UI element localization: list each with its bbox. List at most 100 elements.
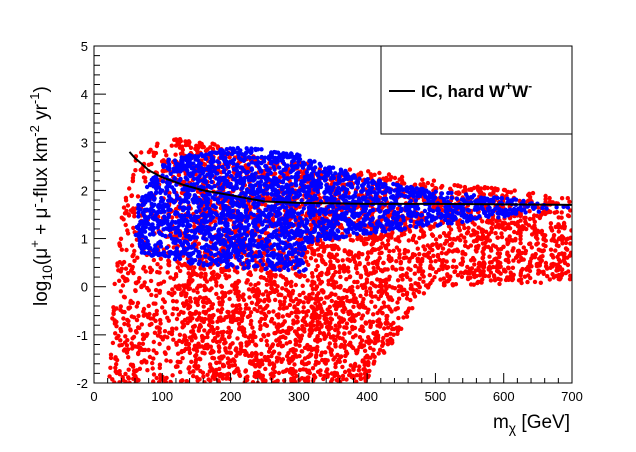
red-point <box>471 282 476 287</box>
red-point <box>272 321 277 326</box>
red-point <box>308 321 313 326</box>
red-point <box>398 259 404 265</box>
red-point <box>493 265 499 270</box>
red-point <box>387 306 393 312</box>
red-point <box>216 295 221 301</box>
red-point <box>158 317 163 323</box>
red-point <box>569 228 572 233</box>
red-point <box>522 274 528 279</box>
red-point <box>432 275 437 280</box>
red-point <box>518 277 524 282</box>
red-point <box>274 313 279 318</box>
red-point <box>134 317 140 323</box>
red-point <box>431 178 437 183</box>
red-point <box>499 234 505 240</box>
red-point <box>401 315 406 320</box>
red-point <box>291 356 296 361</box>
red-point <box>371 312 376 317</box>
red-point <box>408 297 413 303</box>
red-point <box>165 335 170 340</box>
red-point <box>356 368 362 373</box>
red-point <box>512 188 517 193</box>
red-point <box>126 376 131 381</box>
red-point <box>328 335 334 340</box>
red-point <box>551 233 557 238</box>
red-point <box>170 329 175 334</box>
red-point <box>359 237 364 243</box>
red-point <box>205 334 210 340</box>
red-point <box>423 283 429 288</box>
red-point <box>271 309 276 314</box>
red-point <box>244 302 249 307</box>
red-point <box>506 253 512 259</box>
red-point <box>225 309 230 315</box>
red-point <box>297 292 302 298</box>
red-point <box>416 283 421 288</box>
red-point <box>198 368 203 374</box>
red-point <box>320 357 325 363</box>
red-point <box>157 362 163 367</box>
red-point <box>261 332 266 338</box>
red-point <box>355 285 360 290</box>
red-point <box>444 265 450 271</box>
red-point <box>202 276 208 282</box>
red-point <box>310 274 315 279</box>
red-point <box>348 285 353 291</box>
red-point <box>543 193 548 199</box>
red-point <box>495 188 500 193</box>
red-point <box>367 286 373 291</box>
red-point <box>316 253 321 258</box>
red-point <box>205 372 210 377</box>
red-point <box>177 332 183 337</box>
red-point <box>150 366 155 371</box>
red-point <box>360 324 365 330</box>
red-point <box>234 303 239 309</box>
red-point <box>282 299 287 304</box>
red-point <box>438 243 443 248</box>
red-point <box>280 328 286 334</box>
red-point <box>273 330 278 336</box>
red-point <box>253 350 258 356</box>
red-point <box>253 282 258 288</box>
red-point <box>468 243 474 248</box>
red-point <box>277 306 282 311</box>
red-point <box>264 289 269 294</box>
red-point <box>371 269 377 274</box>
red-point <box>232 284 237 289</box>
red-point <box>210 141 215 146</box>
red-point <box>225 360 231 366</box>
red-point <box>560 241 565 246</box>
red-point <box>147 265 153 270</box>
red-point <box>495 235 500 240</box>
red-point <box>226 268 232 273</box>
red-point <box>353 265 359 271</box>
red-point <box>122 211 128 216</box>
red-point <box>514 254 520 259</box>
red-point <box>548 225 553 230</box>
red-point <box>465 229 471 235</box>
red-point <box>370 236 376 242</box>
red-point <box>202 328 207 333</box>
red-point <box>145 285 150 291</box>
red-point <box>155 141 160 146</box>
red-point <box>346 252 352 257</box>
red-point <box>381 300 386 305</box>
red-point <box>220 362 226 367</box>
red-point <box>364 268 369 274</box>
red-point <box>111 308 117 313</box>
red-point <box>541 271 546 276</box>
red-point <box>158 265 163 270</box>
red-point <box>193 335 198 340</box>
red-point <box>568 251 572 257</box>
red-point <box>268 290 273 296</box>
red-point <box>489 185 494 191</box>
red-point <box>195 343 200 348</box>
red-point <box>462 235 467 240</box>
red-point <box>173 152 178 157</box>
red-point <box>387 274 392 279</box>
red-point <box>264 323 270 328</box>
red-point <box>516 259 521 264</box>
red-point <box>351 292 356 297</box>
red-point <box>304 259 309 264</box>
red-point <box>264 338 269 344</box>
